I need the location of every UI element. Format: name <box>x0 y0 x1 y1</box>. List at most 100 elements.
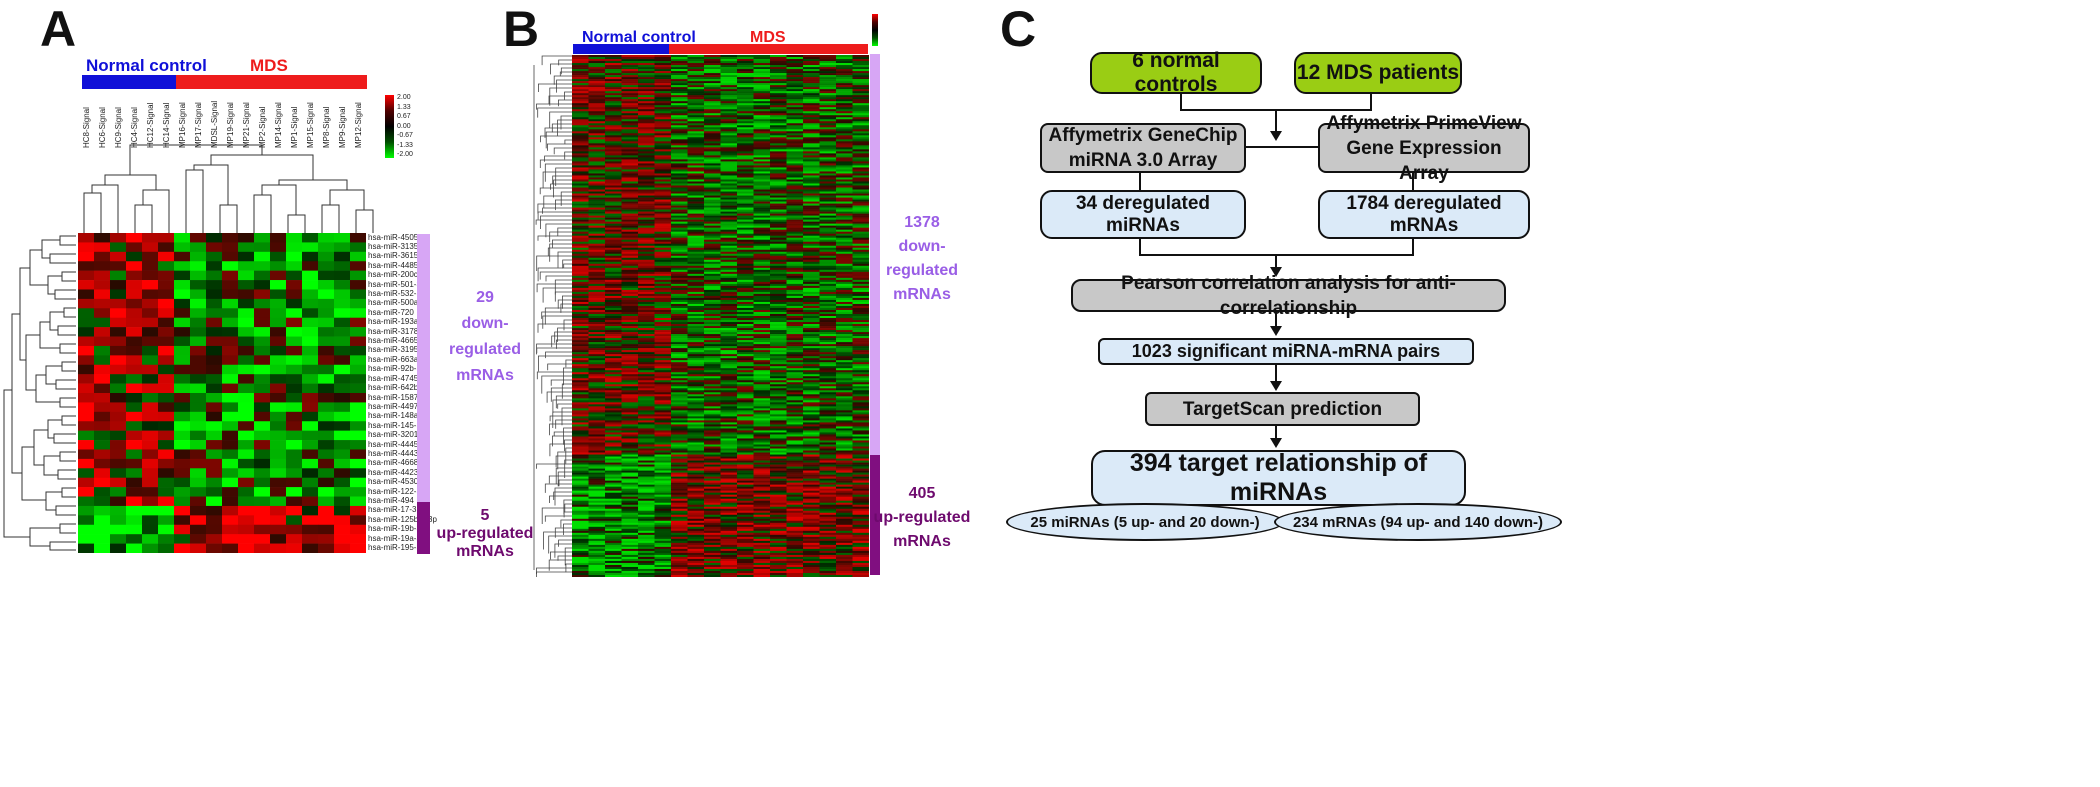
heatmap-cell <box>174 468 191 478</box>
heatmap-cell <box>737 456 754 459</box>
mirna-label: hsa-miR-92b-5p <box>368 364 426 374</box>
heatmap-cell <box>638 456 655 459</box>
heatmap-cell <box>605 464 622 467</box>
dendrogram-branch <box>557 555 572 561</box>
dendrogram-branch <box>535 219 572 225</box>
heatmap-cell <box>687 217 705 220</box>
heatmap-cell <box>704 444 721 447</box>
heatmap-cell <box>654 55 672 58</box>
heatmap-cell <box>852 303 869 307</box>
heatmap-cell <box>638 75 655 78</box>
heatmap-cell <box>803 354 820 357</box>
heatmap-cell <box>786 183 804 186</box>
heatmap-cell <box>770 374 787 377</box>
color-scale-label: 0.67 <box>397 113 411 120</box>
dendrogram-branch <box>559 71 572 77</box>
heatmap-cell <box>588 436 606 439</box>
heatmap-cell <box>753 432 771 435</box>
heatmap-cell <box>852 408 869 411</box>
heatmap-cell <box>786 324 804 327</box>
heatmap-cell <box>836 213 853 216</box>
heatmap-cell <box>803 219 820 222</box>
heatmap-cell <box>638 466 655 469</box>
heatmap-cell <box>819 173 837 176</box>
heatmap-cell <box>605 135 622 138</box>
heatmap-cell <box>638 366 655 369</box>
dendrogram-branch <box>543 195 572 208</box>
heatmap-cell <box>737 95 754 98</box>
heatmap-cell <box>704 352 721 355</box>
heatmap-cell <box>819 169 837 172</box>
heatmap-cell <box>222 345 239 356</box>
heatmap-cell <box>819 470 837 473</box>
heatmap-cell <box>753 229 771 232</box>
heatmap-cell <box>737 291 754 295</box>
heatmap-cell <box>803 410 820 413</box>
heatmap-cell <box>704 408 721 411</box>
heatmap-cell <box>638 500 655 504</box>
heatmap-cell <box>671 201 688 204</box>
heatmap-cell <box>770 105 787 108</box>
heatmap-cell <box>588 350 606 353</box>
heatmap-cell <box>803 466 820 469</box>
heatmap-cell <box>753 418 771 421</box>
heatmap-cell <box>786 442 804 445</box>
heatmap-cell <box>852 330 869 333</box>
heatmap-cell <box>572 293 589 297</box>
mds-bar-b <box>669 44 868 54</box>
heatmap-cell <box>605 374 622 377</box>
heatmap-cell <box>737 496 754 499</box>
heatmap-cell <box>654 161 672 164</box>
heatmap-cell <box>671 408 688 411</box>
heatmap-cell <box>654 404 672 407</box>
heatmap-cell <box>786 281 804 285</box>
heatmap-cell <box>737 141 754 144</box>
heatmap-cell <box>770 55 787 58</box>
column-dendrogram-a <box>83 144 374 233</box>
heatmap-cell <box>836 360 853 363</box>
heatmap-cell <box>770 309 787 313</box>
heatmap-cell <box>687 404 705 407</box>
heatmap-cell <box>270 345 287 356</box>
heatmap-cell <box>852 470 869 473</box>
heatmap-cell <box>704 177 721 180</box>
heatmap-cell <box>852 189 869 192</box>
heatmap-cell <box>852 316 869 319</box>
heatmap-cell <box>286 261 303 271</box>
heatmap-cell <box>638 275 655 279</box>
heatmap-cell <box>786 299 804 303</box>
heatmap-cell <box>836 372 853 375</box>
heatmap-cell <box>737 382 754 385</box>
heatmap-cell <box>803 187 820 190</box>
heatmap-cell <box>836 510 853 514</box>
heatmap-cell <box>836 187 853 190</box>
heatmap-cell <box>142 308 159 318</box>
heatmap-cell <box>671 197 688 200</box>
heatmap-cell <box>605 77 622 80</box>
heatmap-cell <box>572 117 589 120</box>
heatmap-cell <box>753 137 771 140</box>
heatmap-cell <box>318 383 335 394</box>
heatmap-cell <box>238 393 255 403</box>
heatmap-cell <box>605 418 622 421</box>
heatmap-cell <box>786 418 804 421</box>
heatmap-cell <box>819 57 837 60</box>
heatmap-cell <box>836 87 853 90</box>
heatmap-cell <box>687 414 705 417</box>
heatmap-cell <box>704 157 721 160</box>
heatmap-cell <box>572 384 589 387</box>
heatmap-cell <box>770 320 787 323</box>
heatmap-cell <box>753 293 771 297</box>
heatmap-cell <box>621 165 639 168</box>
heatmap-cell <box>638 141 655 144</box>
heatmap-cell <box>588 512 606 516</box>
heatmap-cell <box>588 446 606 449</box>
heatmap-cell <box>770 241 787 245</box>
heatmap-cell <box>753 307 771 311</box>
dendrogram-branch <box>549 495 572 503</box>
heatmap-cell <box>572 285 589 289</box>
heatmap-cell <box>687 482 705 485</box>
heatmap-cell <box>737 358 754 361</box>
heatmap-cell <box>671 103 688 106</box>
heatmap-cell <box>819 354 837 357</box>
